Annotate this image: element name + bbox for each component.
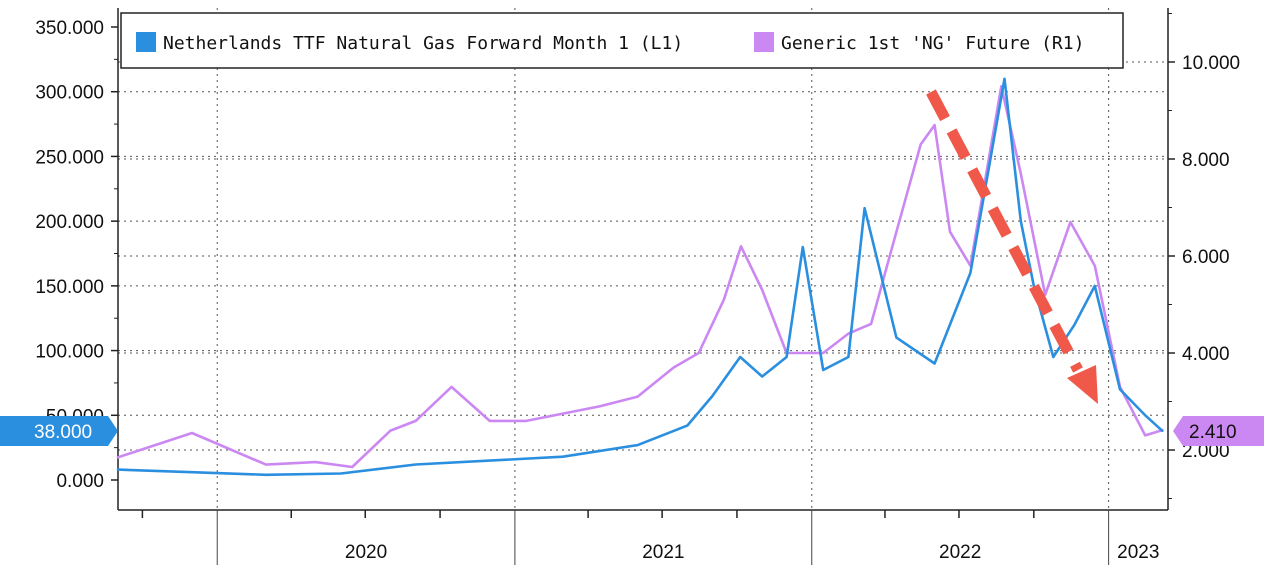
badge-right-shape <box>1173 416 1264 446</box>
right-axis-tick-label-4: 10.000 <box>1182 53 1240 74</box>
badge-left-shape <box>0 416 118 446</box>
badge-left-value: 38.000 <box>34 422 92 443</box>
legend-swatch-ng <box>754 32 774 52</box>
x-axis-year-label-2021: 2021 <box>642 542 684 563</box>
left-axis-tick-label-2: 100.000 <box>35 342 104 363</box>
value-badges: 38.000 2.410 <box>0 416 1264 446</box>
x-axis-year-label-2022: 2022 <box>939 542 981 563</box>
right-axis-tick-label-3: 8.000 <box>1182 150 1230 171</box>
legend-label-ng: Generic 1st 'NG' Future (R1) <box>781 33 1084 54</box>
legend-box <box>120 12 1124 69</box>
right-axis-tick-label-0: 2.000 <box>1182 441 1230 462</box>
x-axis-year-label-2020: 2020 <box>345 542 387 563</box>
badge-right-value: 2.410 <box>1189 422 1237 443</box>
series-line-ng <box>116 85 1164 469</box>
left-axis-tick-label-3: 150.000 <box>35 277 104 298</box>
grid-lines <box>118 8 1168 510</box>
trend-arrow <box>926 89 1098 404</box>
legend-swatch-ttf <box>136 32 156 52</box>
x-axis-year-label-2023: 2023 <box>1117 542 1159 563</box>
legend-label-ttf: Netherlands TTF Natural Gas Forward Mont… <box>163 33 683 54</box>
right-axis-tick-label-1: 4.000 <box>1182 344 1230 365</box>
right-axis-tick-label-2: 6.000 <box>1182 247 1230 268</box>
left-axis-tick-label-7: 350.000 <box>35 18 104 39</box>
arrow-head <box>1067 365 1098 404</box>
left-axis-tick-label-0: 0.000 <box>56 471 104 492</box>
left-axis-tick-label-6: 300.000 <box>35 83 104 104</box>
axes: 0.00050.000100.000150.000200.000250.0003… <box>35 8 1240 565</box>
legend: Netherlands TTF Natural Gas Forward Mont… <box>120 12 1124 69</box>
left-axis-tick-label-5: 250.000 <box>35 147 104 168</box>
arrow-shaft <box>926 89 1083 373</box>
left-axis-tick-label-4: 200.000 <box>35 212 104 233</box>
